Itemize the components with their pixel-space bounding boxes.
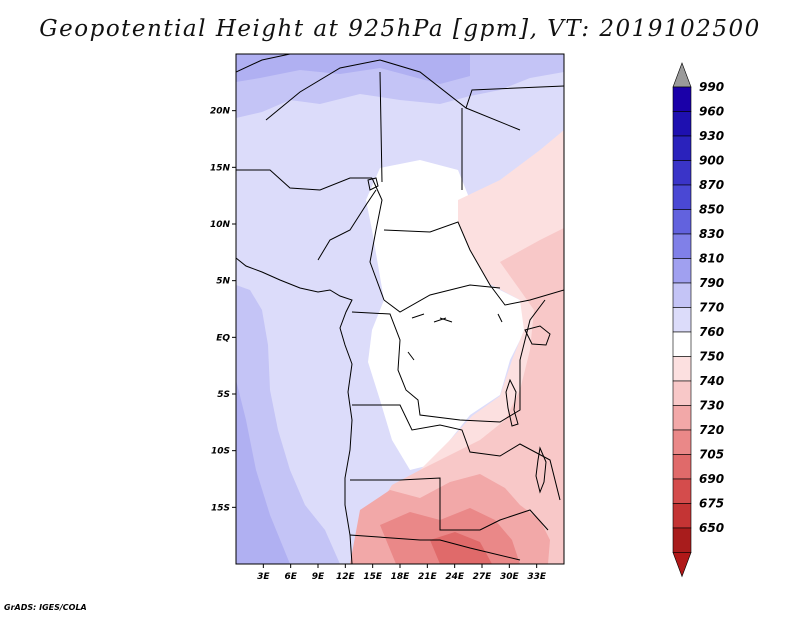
colorbar-label: 705 bbox=[699, 448, 724, 462]
lake-victoria bbox=[524, 325, 551, 346]
lake-tanganyika bbox=[505, 378, 519, 427]
lon-tick-label: 9E bbox=[312, 572, 325, 582]
lat-tick-label: 5S bbox=[217, 390, 230, 400]
southern-africa-borders bbox=[349, 404, 561, 561]
colorbar-segment bbox=[672, 258, 692, 284]
colorbar-segment bbox=[672, 111, 692, 137]
colorbar-segment bbox=[672, 86, 692, 112]
lon-tick-label: 33E bbox=[527, 572, 547, 582]
lat-tick-label: 15N bbox=[210, 163, 231, 173]
lat-tick-label: 15S bbox=[211, 503, 230, 513]
colorbar-label: 650 bbox=[699, 521, 724, 535]
sahel-borders bbox=[236, 169, 564, 306]
lake-malawi bbox=[535, 446, 547, 494]
colorbar-segment bbox=[672, 527, 692, 553]
lon-tick-label: 18E bbox=[391, 572, 411, 582]
lon-tick-label: 21E bbox=[418, 572, 438, 582]
lat-tick-label: EQ bbox=[216, 333, 230, 343]
lon-tick-label: 3E bbox=[257, 572, 270, 582]
field-810-west bbox=[236, 380, 290, 564]
lat-axis: 20N 15N 10N 5N EQ 5S 10S 15S bbox=[210, 107, 236, 513]
colorbar-segment bbox=[672, 454, 692, 480]
lon-tick-label: 12E bbox=[336, 572, 356, 582]
map-title: Geopotential Height at 925hPa [gpm], VT:… bbox=[39, 16, 761, 42]
lat-tick-label: 20N bbox=[210, 107, 231, 117]
sahara-borders bbox=[236, 54, 564, 190]
colorbar-top-arrow bbox=[672, 62, 692, 88]
colorbar-segment bbox=[672, 405, 692, 431]
colorbar-segment bbox=[672, 478, 692, 504]
colorbar: 990 960 930 900 870 850 830 810 790 770 760 750 740 7… bbox=[672, 62, 724, 578]
lon-tick-label: 24E bbox=[445, 572, 465, 582]
colorbar-segment bbox=[672, 135, 692, 161]
lake-chad bbox=[367, 177, 379, 191]
colorbar-segment bbox=[672, 209, 692, 235]
grads-credit: GrADS: IGES/COLA bbox=[4, 603, 87, 612]
colorbar-label: 810 bbox=[699, 252, 724, 266]
colorbar-label: 900 bbox=[699, 154, 724, 168]
colorbar-segment bbox=[672, 307, 692, 333]
colorbar-segment bbox=[672, 380, 692, 406]
colorbar-segment bbox=[672, 503, 692, 529]
height-field bbox=[236, 54, 564, 564]
lon-tick-label: 30E bbox=[500, 572, 520, 582]
colorbar-segment bbox=[672, 356, 692, 382]
colorbar-segment bbox=[672, 184, 692, 210]
field-740-east bbox=[370, 228, 564, 564]
colorbar-segment bbox=[672, 331, 692, 357]
colorbar-label: 690 bbox=[699, 472, 724, 486]
central-africa-borders bbox=[351, 284, 546, 423]
lat-tick-label: 10S bbox=[211, 447, 230, 457]
field-760-core bbox=[366, 160, 525, 470]
colorbar-label: 770 bbox=[699, 301, 724, 315]
inner-lakes bbox=[407, 313, 503, 361]
colorbar-label: 720 bbox=[699, 423, 724, 437]
coastlines bbox=[236, 54, 564, 564]
colorbar-label: 870 bbox=[699, 178, 724, 192]
west-africa-coast bbox=[236, 257, 353, 564]
colorbar-segment bbox=[672, 429, 692, 455]
colorbar-label: 740 bbox=[699, 374, 724, 388]
colorbar-label: 960 bbox=[699, 105, 724, 119]
lon-tick-label: 27E bbox=[473, 572, 493, 582]
colorbar-label: 730 bbox=[699, 399, 724, 413]
colorbar-label: 760 bbox=[699, 325, 724, 339]
colorbar-segment bbox=[672, 282, 692, 308]
colorbar-label: 830 bbox=[699, 227, 724, 241]
colorbar-label: 790 bbox=[699, 276, 724, 290]
lon-axis: 3E 6E 9E 12E 15E 18E 21E 24E 27E 30E 33E bbox=[257, 564, 547, 582]
lat-tick-label: 5N bbox=[216, 277, 230, 287]
field-810-north bbox=[236, 54, 470, 84]
colorbar-segment bbox=[672, 160, 692, 186]
colorbar-label: 930 bbox=[699, 129, 724, 143]
colorbar-bottom-arrow bbox=[672, 552, 692, 578]
colorbar-label: 675 bbox=[699, 497, 724, 511]
lon-tick-label: 6E bbox=[284, 572, 297, 582]
lat-tick-label: 10N bbox=[210, 220, 231, 230]
field-705-patch bbox=[430, 532, 492, 564]
colorbar-label: 750 bbox=[699, 350, 724, 364]
colorbar-segment bbox=[672, 233, 692, 259]
colorbar-label: 990 bbox=[699, 80, 724, 94]
lon-tick-label: 15E bbox=[363, 572, 383, 582]
colorbar-label: 850 bbox=[699, 203, 724, 217]
